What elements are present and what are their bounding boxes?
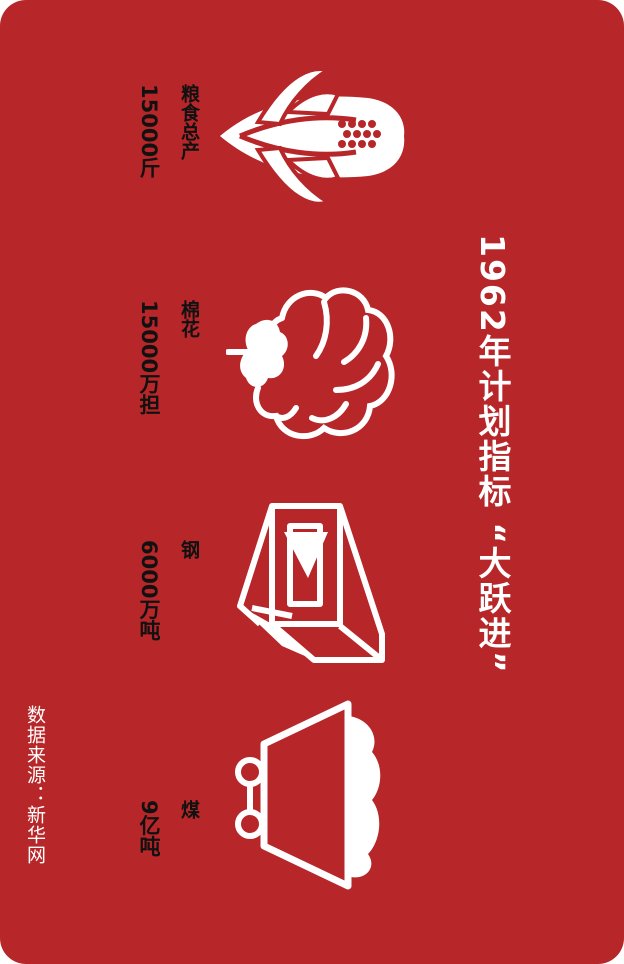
item-value-steel: 6000万吨 [137, 540, 161, 641]
corn-icon [220, 67, 405, 206]
item-label-steel: 钢 [178, 540, 200, 559]
item-label-coal: 煤 [178, 800, 200, 819]
data-source-note: 数据来源：新华网 [24, 705, 46, 865]
steel-beam-icon [237, 503, 385, 663]
cotton-icon [226, 287, 395, 439]
item-value-grain: 15000斤 [137, 84, 161, 179]
item-value-coal: 9亿吨 [137, 800, 161, 857]
item-label-cotton: 棉花 [178, 300, 200, 338]
item-value-cotton: 15000万担 [137, 300, 161, 416]
item-label-grain: 粮食总产 [178, 84, 200, 160]
page-title: 1962年计划指标 “大跃进” [473, 234, 512, 675]
coal-cart-icon [235, 700, 381, 890]
